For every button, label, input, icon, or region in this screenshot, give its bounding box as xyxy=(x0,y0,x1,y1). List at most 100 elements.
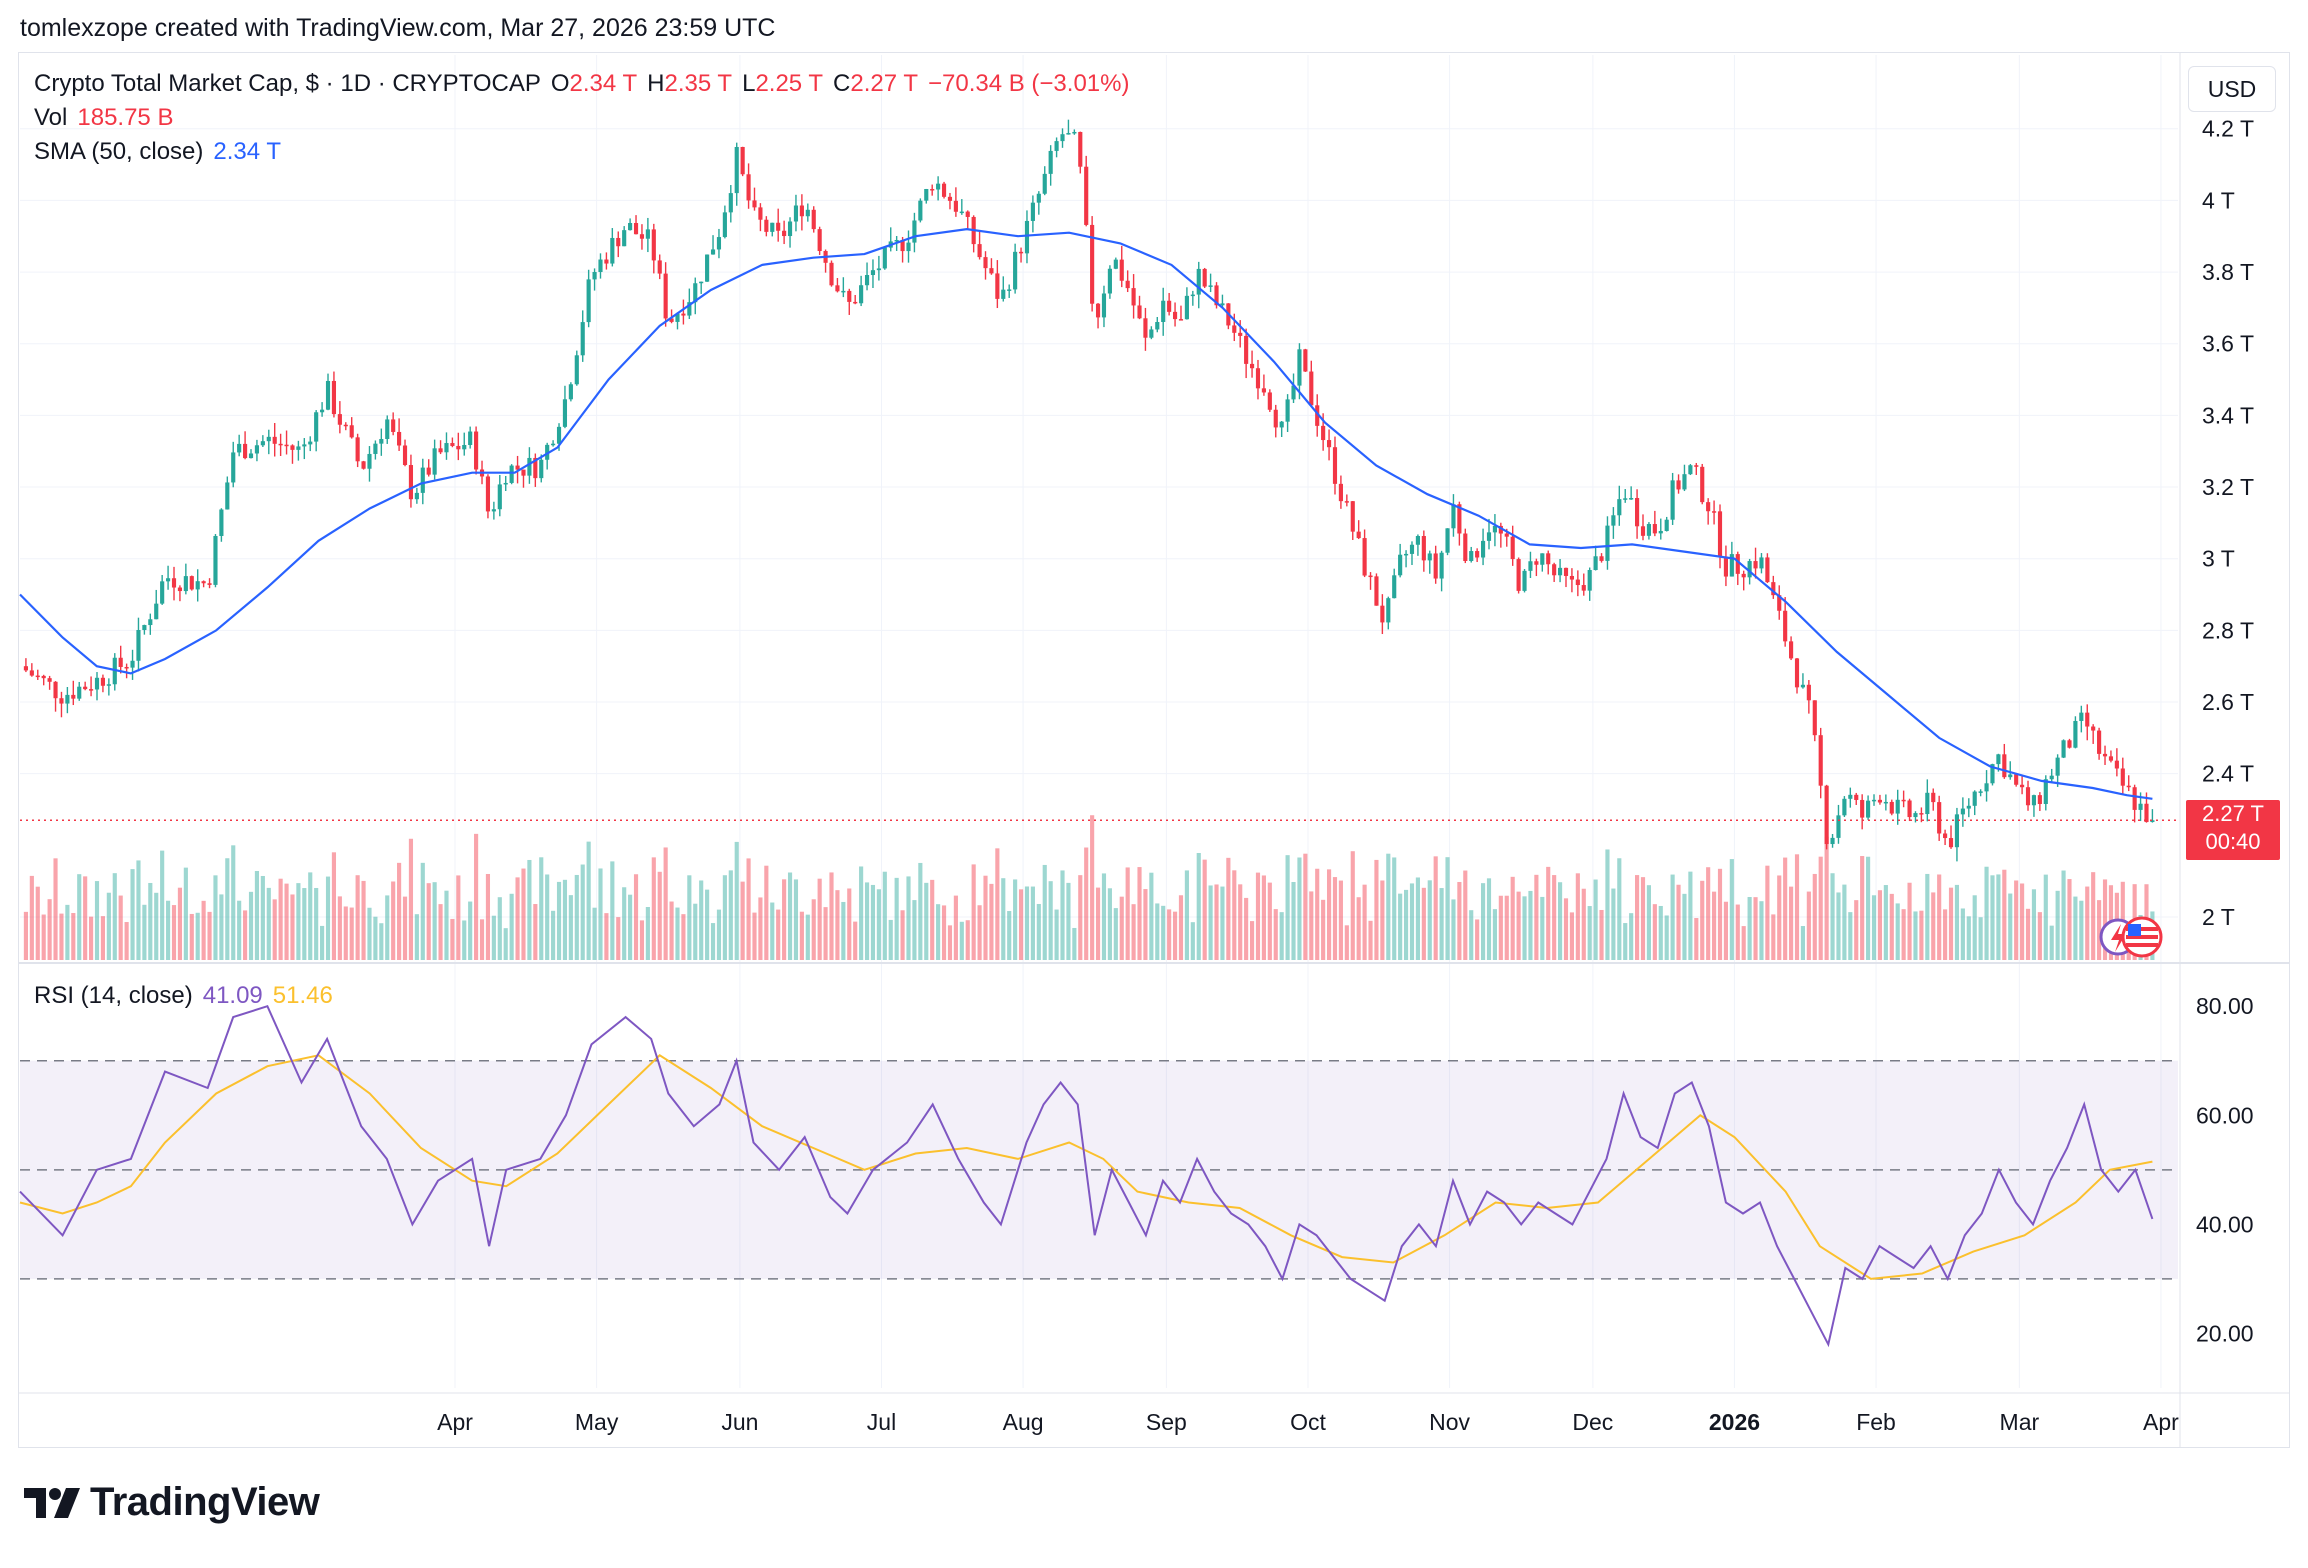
candle-body xyxy=(758,207,763,220)
candle-body xyxy=(1883,801,1888,804)
rsi-label[interactable]: RSI (14, close) xyxy=(34,982,193,1009)
volume-bar xyxy=(1640,877,1646,960)
volume-bar xyxy=(166,900,171,960)
volume-bar xyxy=(118,895,123,960)
volume-bar xyxy=(817,878,822,960)
volume-bar xyxy=(1030,886,1035,960)
volume-bar xyxy=(829,872,834,960)
candle-body xyxy=(1380,605,1385,623)
volume-bar xyxy=(278,878,283,960)
candle-body xyxy=(610,237,615,264)
volume-bar xyxy=(2043,874,2048,960)
volume-bar xyxy=(1161,905,1166,960)
volume-bar xyxy=(1095,887,1101,960)
candle-body xyxy=(953,200,958,212)
candle-body xyxy=(124,666,129,669)
candle-body xyxy=(2079,712,2084,721)
volume-bar xyxy=(598,868,603,960)
candle-body xyxy=(1421,536,1426,561)
volume-bar xyxy=(1119,896,1124,960)
candle-body xyxy=(231,452,236,483)
candle-body xyxy=(1552,564,1557,576)
volume-bar xyxy=(106,892,111,960)
candle-body xyxy=(1871,799,1877,802)
volume-bar xyxy=(1374,859,1379,960)
volume-bar xyxy=(195,912,200,960)
currency-button[interactable]: USD xyxy=(2188,66,2276,112)
vol-label[interactable]: Vol xyxy=(34,104,68,131)
candle-body xyxy=(1759,557,1764,569)
sma-legend: SMA (50, close) 2.34 T xyxy=(34,138,291,166)
candle-body xyxy=(2061,740,2066,758)
sma-label[interactable]: SMA (50, close) xyxy=(34,138,204,165)
volume-bar xyxy=(1818,856,1823,960)
volume-bar xyxy=(864,882,870,960)
candle-body xyxy=(219,509,224,536)
candle-body xyxy=(1960,808,1965,815)
candle-body xyxy=(1480,540,1486,558)
volume-bar xyxy=(669,901,674,960)
candle-body xyxy=(1611,515,1616,526)
last-price-value: 2.27 T xyxy=(2202,801,2264,826)
volume-bar xyxy=(1232,870,1237,960)
candle-body xyxy=(432,448,437,475)
volume-bar xyxy=(450,918,455,960)
volume-bar xyxy=(977,905,982,960)
candle-body xyxy=(1717,511,1723,557)
candle-body xyxy=(1925,792,1930,815)
candle-body xyxy=(1155,322,1160,330)
candle-body xyxy=(1836,815,1841,838)
candle-body xyxy=(254,445,260,454)
candle-body xyxy=(1587,569,1592,591)
volume-bar xyxy=(414,914,419,960)
volume-bar xyxy=(462,920,467,960)
volume-bar xyxy=(402,896,408,960)
volume-bar xyxy=(1486,878,1492,960)
volume-bar xyxy=(1137,867,1142,960)
tv-logo-icon xyxy=(24,1487,80,1518)
candle-body xyxy=(1931,792,1936,803)
volume-bar xyxy=(716,909,722,960)
time-axis-label: Nov xyxy=(1429,1409,1470,1435)
candle-body xyxy=(918,200,923,221)
candle-body xyxy=(462,445,467,450)
time-axis-label: Jun xyxy=(721,1409,758,1435)
volume-bar xyxy=(1001,878,1006,960)
volume-bar xyxy=(503,928,508,960)
volume-bar xyxy=(1800,926,1806,960)
volume-bar xyxy=(509,893,514,960)
volume-bar xyxy=(912,900,917,960)
volume-bar xyxy=(1587,906,1592,960)
volume-bar xyxy=(1599,909,1604,960)
volume-bar xyxy=(1735,904,1740,960)
candle-body xyxy=(450,443,455,446)
candle-body xyxy=(94,677,100,690)
time-axis-label: Dec xyxy=(1572,1409,1613,1435)
volume-bar xyxy=(1398,893,1403,960)
volume-bar xyxy=(1504,895,1509,960)
symbol-title[interactable]: Crypto Total Market Cap, $ · 1D · CRYPTO… xyxy=(34,70,541,97)
candle-body xyxy=(1670,480,1675,520)
candle-body xyxy=(1540,553,1545,565)
tradingview-logo[interactable]: TradingView xyxy=(22,1480,320,1525)
volume-bar xyxy=(870,884,876,960)
candle-body xyxy=(284,444,289,447)
volume-bar xyxy=(1978,917,1983,960)
volume-bar xyxy=(657,871,662,960)
volume-bar xyxy=(65,904,70,960)
volume-bar xyxy=(497,897,502,960)
volume-bar xyxy=(2073,896,2078,960)
volume-bar xyxy=(900,910,905,960)
candle-body xyxy=(675,313,680,322)
volume-bar xyxy=(859,866,864,960)
candle-body xyxy=(1806,684,1811,701)
rsi-value: 41.09 xyxy=(202,982,263,1009)
candle-body xyxy=(2031,795,2037,806)
price-candles xyxy=(23,119,2155,862)
volume-bar xyxy=(894,877,899,960)
candle-body xyxy=(497,484,502,510)
volume-bar xyxy=(432,882,437,960)
volume-bar xyxy=(254,870,260,960)
rsi-legend: RSI (14, close) 41.09 51.46 xyxy=(34,982,343,1010)
